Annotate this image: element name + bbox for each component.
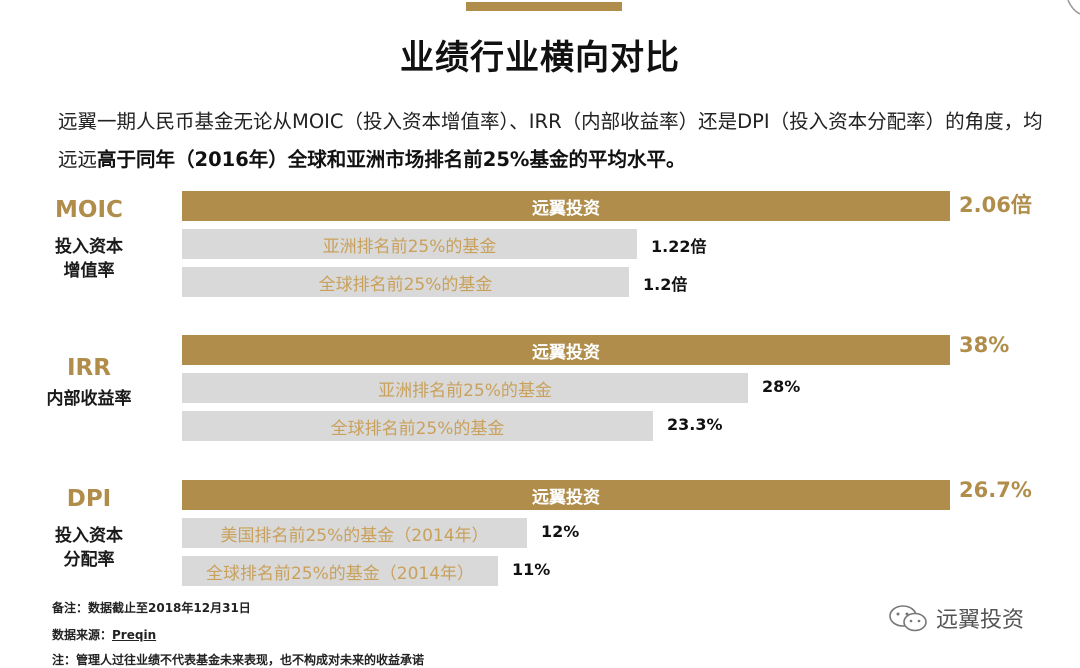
source-prefix: 数据来源： bbox=[52, 628, 112, 642]
category-dpi: DPI bbox=[0, 486, 178, 512]
watermark: 远翼投资 bbox=[888, 602, 1024, 634]
intro-emphasis: 高于同年（2016年）全球和亚洲市场排名前25%基金的平均水平。 bbox=[97, 148, 685, 171]
category-moic: MOIC bbox=[0, 197, 178, 223]
bar-dpi-1: 美国排名前25%的基金（2014年） bbox=[182, 518, 527, 548]
bar-irr-1: 亚洲排名前25%的基金 bbox=[182, 373, 748, 403]
value-label-irr-2: 23.3% bbox=[667, 415, 723, 434]
wechat-icon bbox=[888, 603, 928, 633]
bar-dpi-0: 远翼投资 bbox=[182, 480, 950, 510]
note-cutoff: 备注：数据截止至2018年12月31日 bbox=[52, 599, 251, 616]
value-label-moic-1: 1.22倍 bbox=[651, 233, 706, 257]
category-moic-subtitle: 投入资本 增值率 bbox=[0, 235, 178, 283]
value-label-dpi-1: 12% bbox=[541, 522, 579, 541]
bar-moic-0: 远翼投资 bbox=[182, 191, 950, 221]
bar-irr-0: 远翼投资 bbox=[182, 335, 950, 365]
value-label-moic-2: 1.2倍 bbox=[643, 271, 687, 295]
intro-paragraph: 远翼一期人民币基金无论从MOIC（投入资本增值率）、IRR（内部收益率）还是DP… bbox=[58, 103, 1058, 179]
value-label-dpi-0: 26.7% bbox=[959, 478, 1032, 502]
value-label-irr-0: 38% bbox=[959, 333, 1009, 357]
category-irr-subtitle: 内部收益率 bbox=[0, 387, 178, 411]
note-source: 数据来源：Preqin bbox=[52, 626, 156, 643]
top-accent-bar bbox=[466, 2, 622, 11]
bar-moic-2: 全球排名前25%的基金 bbox=[182, 267, 629, 297]
category-irr: IRR bbox=[0, 355, 178, 381]
value-label-dpi-2: 11% bbox=[512, 560, 550, 579]
page-title: 业绩行业横向对比 bbox=[0, 30, 1080, 79]
bar-dpi-2: 全球排名前25%的基金（2014年） bbox=[182, 556, 498, 586]
value-label-irr-1: 28% bbox=[762, 377, 800, 396]
value-label-moic-0: 2.06倍 bbox=[959, 189, 1032, 219]
source-name: Preqin bbox=[112, 628, 156, 642]
bar-moic-1: 亚洲排名前25%的基金 bbox=[182, 229, 637, 259]
watermark-text: 远翼投资 bbox=[936, 602, 1024, 634]
bar-irr-2: 全球排名前25%的基金 bbox=[182, 411, 653, 441]
note-disclaimer: 注：管理人过往业绩不代表基金未来表现，也不构成对未来的收益承诺 bbox=[52, 651, 424, 668]
category-dpi-subtitle: 投入资本 分配率 bbox=[0, 524, 178, 572]
